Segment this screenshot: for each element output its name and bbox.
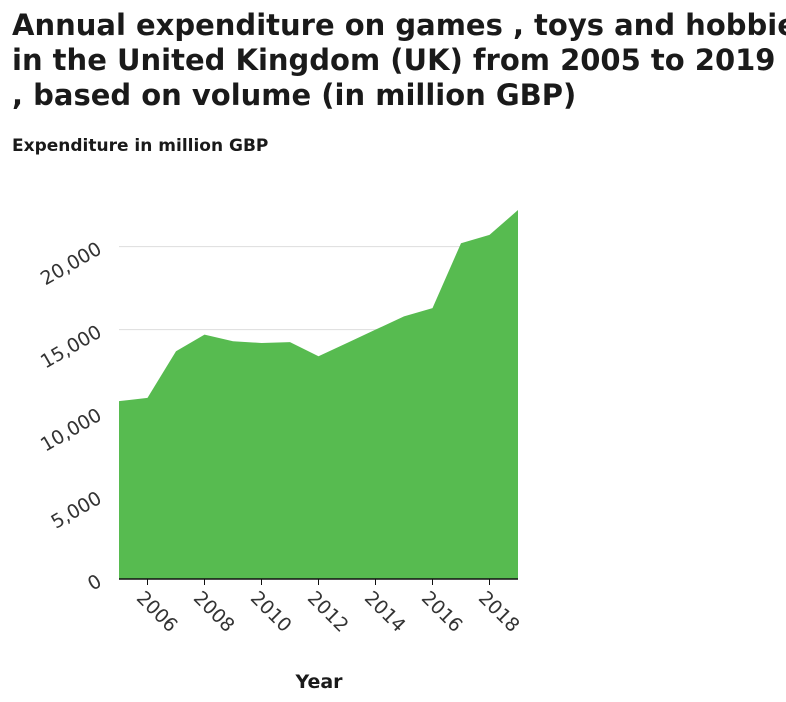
- axes: [119, 578, 518, 585]
- x-tick-labels: 2006 2008 2010 2012 2014 2016 2018: [132, 587, 524, 637]
- x-tick-label-0: 2006: [132, 587, 182, 637]
- area-fill: [119, 210, 518, 579]
- x-tick-label-4: 2014: [360, 587, 410, 637]
- y-tick-label-4: 20,000: [37, 238, 106, 290]
- y-tick-labels: 0 5,000 10,000 15,000 20,000: [37, 238, 106, 596]
- chart-title: Annual expenditure on games , toys and h…: [12, 8, 786, 113]
- y-tick-label-0: 0: [84, 570, 105, 595]
- y-axis-title: Expenditure in million GBP: [12, 136, 269, 156]
- x-tick-label-5: 2016: [417, 587, 467, 637]
- x-tick-label-1: 2008: [189, 587, 239, 637]
- x-axis-title: Year: [294, 671, 343, 693]
- x-tick-label-6: 2018: [474, 587, 524, 637]
- y-tick-label-3: 15,000: [37, 321, 106, 373]
- chart-title-line-1: Annual expenditure on games , toys and h…: [12, 8, 786, 42]
- x-tick-label-2: 2010: [246, 587, 296, 637]
- chart-title-line-2: in the United Kingdom (UK) from 2005 to …: [12, 43, 776, 77]
- x-tick-label-3: 2012: [303, 587, 353, 637]
- y-tick-label-2: 10,000: [37, 404, 106, 456]
- chart-title-line-3: , based on volume (in million GBP): [12, 78, 577, 112]
- y-tick-label-1: 5,000: [47, 487, 105, 533]
- area-series: [119, 210, 518, 579]
